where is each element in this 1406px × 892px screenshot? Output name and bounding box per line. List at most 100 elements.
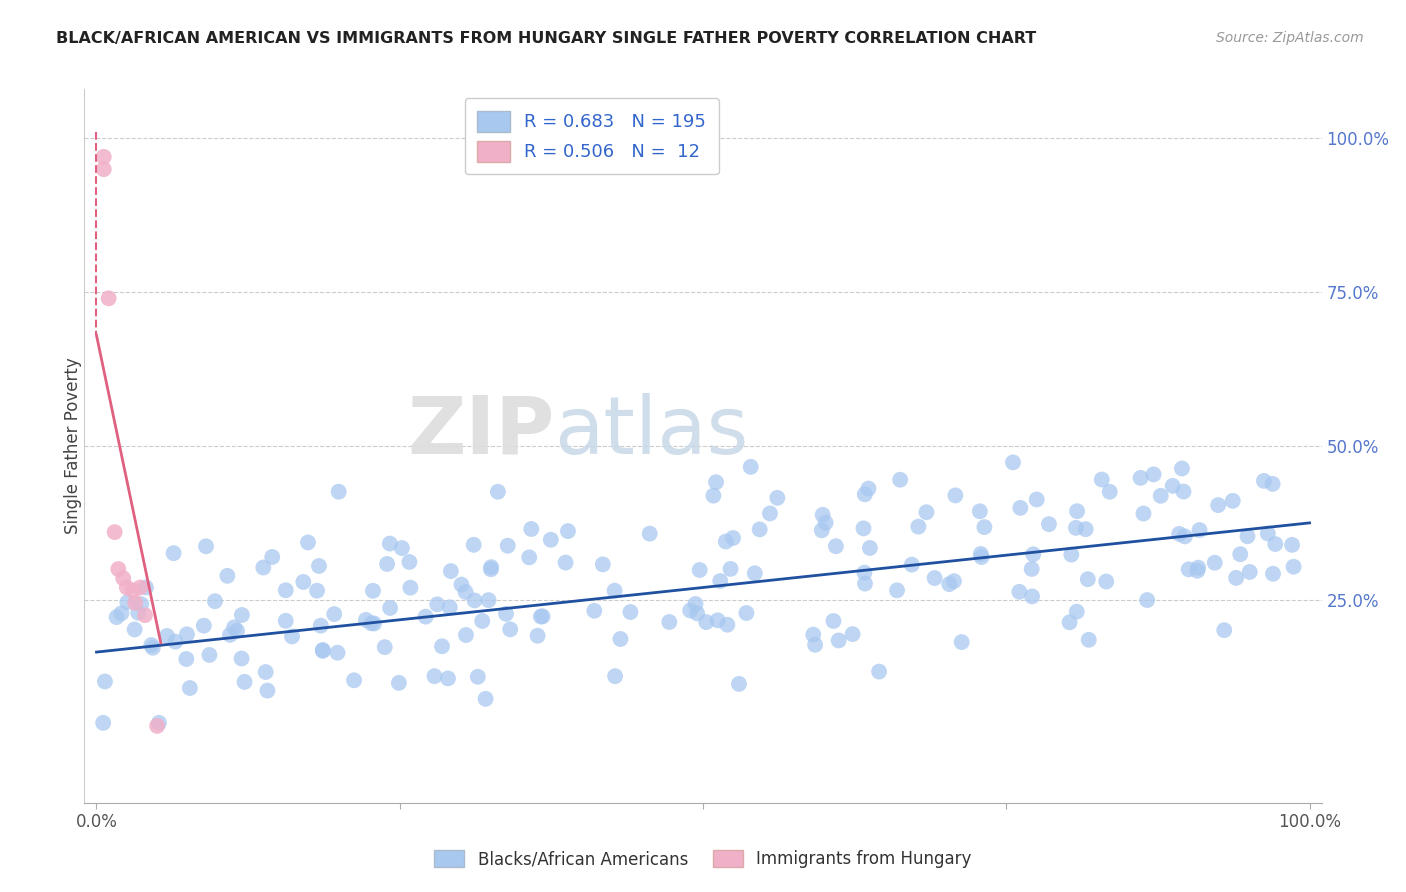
Point xyxy=(117,595,139,609)
Point xyxy=(1206,498,1229,512)
Point xyxy=(526,629,548,643)
Point xyxy=(1066,605,1088,619)
Point xyxy=(1038,517,1060,532)
Point xyxy=(811,508,834,522)
Point xyxy=(853,566,876,580)
Point xyxy=(361,583,384,598)
Point xyxy=(901,558,924,572)
Point xyxy=(1204,556,1226,570)
Point xyxy=(1021,590,1043,604)
Point xyxy=(942,574,965,589)
Point xyxy=(592,558,614,572)
Point xyxy=(1173,484,1195,499)
Point xyxy=(252,560,274,574)
Point xyxy=(907,519,929,533)
Point xyxy=(619,605,641,619)
Point xyxy=(938,577,960,591)
Point xyxy=(328,484,350,499)
Point xyxy=(471,614,494,628)
Point xyxy=(426,598,449,612)
Point xyxy=(852,521,875,535)
Point xyxy=(91,715,114,730)
Point xyxy=(531,609,554,624)
Point xyxy=(804,638,827,652)
Point xyxy=(430,640,453,654)
Point xyxy=(477,593,499,607)
Point xyxy=(374,640,396,654)
Point xyxy=(162,546,184,560)
Point xyxy=(231,607,253,622)
Legend: R = 0.683   N = 195, R = 0.506   N =  12: R = 0.683 N = 195, R = 0.506 N = 12 xyxy=(464,98,718,174)
Point xyxy=(391,541,413,555)
Point xyxy=(439,600,461,615)
Point xyxy=(1261,566,1284,581)
Point xyxy=(312,643,335,657)
Point xyxy=(122,583,145,598)
Point xyxy=(274,583,297,598)
Point xyxy=(1239,565,1261,579)
Point xyxy=(714,534,737,549)
Point xyxy=(1008,584,1031,599)
Point xyxy=(415,609,437,624)
Text: atlas: atlas xyxy=(554,392,749,471)
Point xyxy=(679,603,702,617)
Point xyxy=(1077,632,1099,647)
Point xyxy=(378,601,401,615)
Point xyxy=(728,677,751,691)
Point xyxy=(889,473,911,487)
Point xyxy=(148,715,170,730)
Point xyxy=(1236,529,1258,543)
Point xyxy=(262,549,284,564)
Point xyxy=(467,670,489,684)
Point xyxy=(107,562,129,576)
Point xyxy=(721,531,744,545)
Point xyxy=(1129,471,1152,485)
Point xyxy=(233,674,256,689)
Point xyxy=(297,535,319,549)
Point xyxy=(1261,476,1284,491)
Point xyxy=(1095,574,1118,589)
Point xyxy=(853,576,876,591)
Point xyxy=(93,162,115,177)
Point xyxy=(748,523,770,537)
Point xyxy=(156,629,179,643)
Point xyxy=(702,489,724,503)
Point xyxy=(810,524,832,538)
Point xyxy=(464,593,486,607)
Point xyxy=(1161,479,1184,493)
Point xyxy=(474,691,496,706)
Legend: Blacks/African Americans, Immigrants from Hungary: Blacks/African Americans, Immigrants fro… xyxy=(427,843,979,875)
Point xyxy=(479,562,502,576)
Point xyxy=(766,491,789,505)
Point xyxy=(354,613,377,627)
Point xyxy=(479,560,502,574)
Point xyxy=(112,571,135,585)
Point xyxy=(463,538,485,552)
Point xyxy=(499,623,522,637)
Point xyxy=(1021,562,1043,576)
Text: BLACK/AFRICAN AMERICAN VS IMMIGRANTS FROM HUNGARY SINGLE FATHER POVERTY CORRELAT: BLACK/AFRICAN AMERICAN VS IMMIGRANTS FRO… xyxy=(56,31,1036,46)
Point xyxy=(1222,494,1244,508)
Point xyxy=(1074,522,1097,536)
Point xyxy=(706,613,728,627)
Point xyxy=(388,676,411,690)
Point xyxy=(1010,500,1032,515)
Point xyxy=(970,547,993,561)
Point xyxy=(176,627,198,641)
Point xyxy=(105,610,128,624)
Point xyxy=(685,597,707,611)
Point xyxy=(759,507,782,521)
Point xyxy=(398,555,420,569)
Point xyxy=(142,640,165,655)
Point xyxy=(868,665,890,679)
Point xyxy=(323,607,346,621)
Point xyxy=(1091,473,1114,487)
Point xyxy=(517,550,540,565)
Point xyxy=(254,665,277,679)
Point xyxy=(686,607,709,621)
Point xyxy=(129,581,152,595)
Point xyxy=(969,504,991,518)
Point xyxy=(716,617,738,632)
Point xyxy=(828,633,851,648)
Point xyxy=(1142,467,1164,482)
